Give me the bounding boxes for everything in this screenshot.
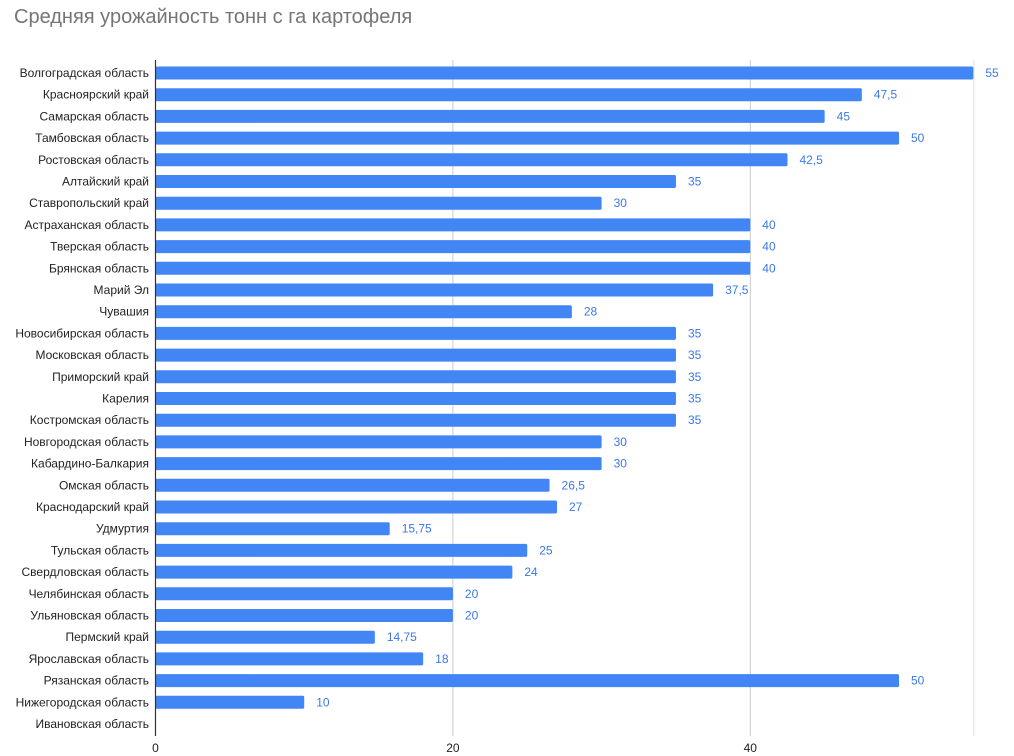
category-label: Костромская область: [30, 413, 149, 427]
bar: [155, 630, 375, 644]
bar: [155, 109, 825, 123]
data-label: 15,75: [402, 522, 432, 536]
data-label: 45: [837, 109, 851, 123]
category-label: Рязанская область: [44, 674, 149, 688]
category-label: Краснодарский край: [36, 500, 149, 514]
data-label: 35: [688, 392, 702, 406]
category-label: Нижегородская область: [16, 695, 149, 709]
data-label: 30: [614, 435, 628, 449]
data-label: 50: [911, 674, 925, 688]
data-label: 40: [762, 261, 776, 275]
category-label: Ярославская область: [29, 652, 149, 666]
bar: [155, 326, 676, 340]
bar: [155, 66, 974, 80]
category-label: Карелия: [102, 392, 149, 406]
bar: [155, 392, 676, 405]
category-label: Астраханская область: [25, 218, 149, 232]
bar: [155, 587, 453, 601]
data-label: 27: [569, 500, 583, 514]
x-tick-label: 40: [744, 741, 758, 755]
bar: [155, 435, 602, 449]
data-label: 25: [539, 543, 553, 557]
data-label: 28: [584, 305, 598, 319]
category-label: Марий Эл: [94, 283, 149, 297]
data-label: 37,5: [725, 283, 749, 297]
category-label: Алтайский край: [62, 175, 149, 189]
data-label: 20: [465, 609, 479, 623]
data-label: 35: [688, 175, 702, 189]
bar: [155, 131, 899, 145]
data-label: 47,5: [874, 88, 898, 102]
bars: [155, 66, 974, 709]
data-label: 26,5: [562, 478, 586, 492]
x-tick-label: 0: [152, 741, 159, 755]
data-label: 35: [688, 326, 702, 340]
data-label: 14,75: [387, 630, 417, 644]
x-tick-label: 20: [446, 741, 460, 755]
data-label: 18: [435, 652, 449, 666]
data-label: 20: [465, 587, 479, 601]
category-label: Ростовская область: [38, 153, 149, 167]
category-label: Новгородская область: [24, 435, 149, 449]
category-label: Ивановская область: [35, 717, 149, 731]
bar: [155, 261, 751, 275]
bar: [155, 565, 513, 579]
chart-title: Средняя урожайность тонн с га картофеля: [14, 6, 413, 28]
category-label: Самарская область: [39, 109, 149, 123]
category-label: Ульяновская область: [30, 609, 149, 623]
bar: [155, 500, 557, 514]
category-label: Свердловская область: [22, 565, 149, 579]
bar: [155, 153, 788, 167]
data-label: 35: [688, 348, 702, 362]
bar: [155, 457, 602, 471]
data-label: 35: [688, 413, 702, 427]
category-label: Московская область: [35, 348, 149, 362]
data-label: 42,5: [799, 153, 823, 167]
bar: [155, 370, 676, 384]
category-label: Удмуртия: [96, 522, 149, 536]
data-label: 10: [316, 695, 330, 709]
bar: [155, 88, 862, 102]
category-label: Пермский край: [65, 630, 149, 644]
data-label: 50: [911, 131, 925, 145]
bar: [155, 695, 305, 709]
bar: [155, 348, 676, 362]
data-label: 35: [688, 370, 702, 384]
category-label: Брянская область: [49, 261, 149, 275]
category-label: Приморский край: [52, 370, 149, 384]
bar: [155, 413, 676, 427]
category-label: Волгоградская область: [20, 66, 149, 80]
category-label: Ставропольский край: [29, 196, 149, 210]
data-label: 30: [614, 196, 628, 210]
category-label: Тверская область: [50, 240, 149, 254]
bar: [155, 543, 528, 557]
labels: 0 20 40 Волгоградская область 55 Красноярский…: [15, 60, 999, 755]
bar: [155, 283, 714, 297]
category-label: Красноярский край: [43, 88, 149, 102]
bar: [155, 478, 550, 492]
category-label: Кабардино-Балкария: [31, 457, 149, 471]
bar: [155, 522, 390, 536]
data-label: 24: [524, 565, 538, 579]
bar: [155, 674, 899, 688]
bar: [155, 218, 751, 232]
category-label: Новосибирская область: [15, 326, 149, 340]
bar: [155, 240, 751, 254]
category-label: Тамбовская область: [35, 131, 149, 145]
data-label: 40: [762, 218, 776, 232]
bar: [155, 609, 453, 622]
bar: [155, 305, 572, 319]
bar: [155, 196, 602, 210]
category-label: Тульская область: [51, 543, 149, 557]
category-label: Челябинская область: [29, 587, 149, 601]
data-label: 40: [762, 240, 776, 254]
category-label: Омская область: [59, 478, 149, 492]
bar: [155, 652, 424, 666]
bar: [155, 175, 676, 188]
data-label: 55: [985, 66, 999, 80]
category-label: Чувашия: [99, 305, 149, 319]
data-label: 30: [614, 457, 628, 471]
